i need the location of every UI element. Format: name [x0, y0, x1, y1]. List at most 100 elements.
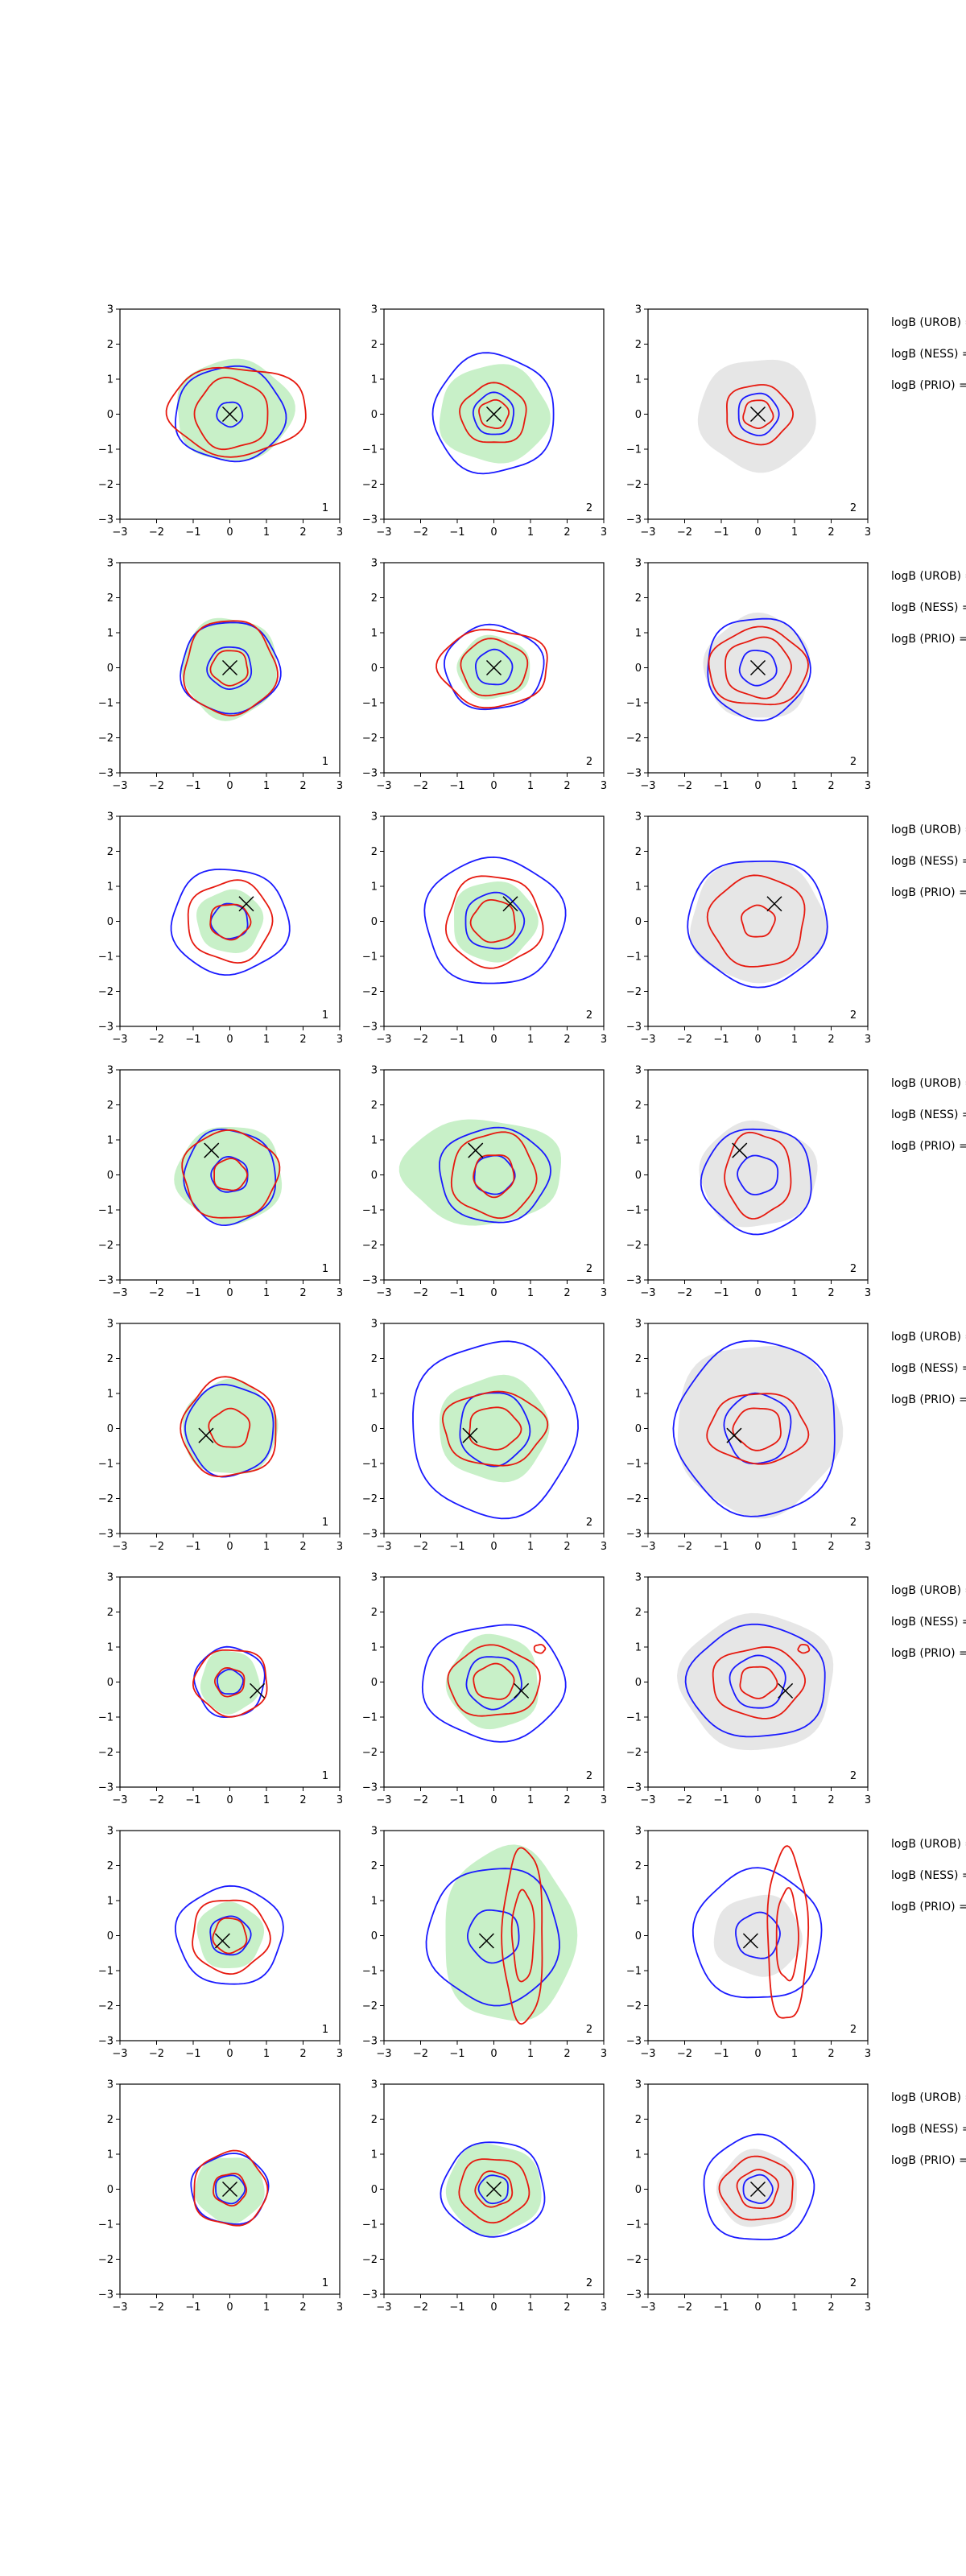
x-tick-label: 0: [490, 2048, 497, 2060]
panel-number: 2: [850, 2024, 857, 2036]
row-label-urob: logB (UROB) =: [891, 1331, 966, 1344]
red-contour: [712, 1646, 807, 1719]
panel-number: 1: [322, 756, 328, 768]
x-tick-label: −3: [376, 1287, 391, 1299]
y-tick-label: 3: [371, 811, 378, 824]
x-tick-label: 3: [601, 2048, 607, 2060]
x-tick-label: 1: [791, 2301, 798, 2314]
x-tick-label: −3: [112, 2301, 127, 2314]
panel-number: 2: [586, 2024, 592, 2036]
red-contour: [741, 904, 776, 938]
x-tick-label: 0: [226, 780, 233, 792]
y-tick-label: −1: [98, 2219, 114, 2231]
true-value-marker: [726, 1427, 742, 1443]
plot-area: [697, 359, 816, 473]
panel-number: 2: [850, 502, 857, 514]
x-tick-label: 3: [336, 2301, 343, 2314]
y-tick-label: 1: [107, 374, 114, 386]
row-label-prio: logB (PRIO) =: [891, 633, 966, 646]
blue-contour: [703, 2133, 815, 2240]
density-fill: [200, 1650, 260, 1715]
x-tick-label: −1: [713, 1034, 729, 1046]
x-tick-label: −2: [677, 780, 692, 792]
density-fill: [454, 881, 539, 963]
red-contour: [459, 382, 527, 444]
y-tick-label: 3: [371, 1319, 378, 1331]
x-tick-label: 0: [226, 2301, 233, 2314]
y-tick-label: 0: [107, 1930, 114, 1942]
x-tick-label: 1: [263, 526, 270, 539]
y-tick-label: 2: [371, 2114, 378, 2126]
x-tick-label: 3: [865, 526, 871, 539]
true-value-marker: [778, 1682, 794, 1699]
blue-contour: [737, 392, 780, 437]
true-value-marker: [749, 659, 766, 676]
x-tick-label: 3: [601, 1794, 607, 1806]
x-tick-label: −2: [677, 1541, 692, 1553]
x-tick-label: −2: [677, 1034, 692, 1046]
y-tick-label: 3: [107, 304, 114, 316]
y-tick-label: −3: [98, 768, 114, 780]
y-tick-label: 1: [371, 628, 378, 640]
y-tick-label: −2: [626, 479, 642, 491]
x-tick-label: 3: [336, 780, 343, 792]
plot-area: [423, 856, 567, 985]
row-label-urob: logB (UROB) =: [891, 570, 966, 583]
y-tick-label: 2: [107, 1100, 114, 1112]
y-tick-label: 2: [371, 846, 378, 858]
density-fill: [182, 1378, 279, 1474]
plot-area: [436, 623, 548, 711]
x-tick-label: 1: [527, 2048, 534, 2060]
y-tick-label: 3: [635, 1826, 642, 1838]
x-tick-label: 1: [527, 1287, 534, 1299]
panel-number: 2: [586, 1517, 592, 1529]
true-value-marker: [749, 2181, 766, 2198]
y-tick-label: −3: [626, 1275, 642, 1287]
x-tick-label: 2: [299, 1541, 306, 1553]
x-tick-label: 2: [299, 2301, 306, 2314]
red-contour: [213, 2173, 248, 2207]
panel-number: 1: [322, 1263, 328, 1275]
red-contour: [501, 1847, 543, 2025]
y-tick-label: −2: [98, 1493, 114, 1505]
x-tick-label: 0: [226, 1034, 233, 1046]
plot-area: [398, 1119, 561, 1226]
x-tick-label: −2: [413, 526, 428, 539]
panel-number: 2: [850, 1263, 857, 1275]
red-contour: [458, 2158, 530, 2224]
y-tick-label: 1: [107, 881, 114, 894]
y-tick-label: 3: [107, 558, 114, 570]
x-tick-label: 3: [865, 1794, 871, 1806]
y-tick-label: −3: [626, 1782, 642, 1794]
y-tick-label: 1: [371, 2149, 378, 2161]
y-tick-label: 0: [635, 1930, 642, 1942]
y-tick-label: −1: [98, 1966, 114, 1978]
blue-contour: [170, 868, 291, 976]
plot-area: [170, 868, 291, 976]
x-tick-label: −1: [185, 1541, 200, 1553]
row-label-ness: logB (NESS) =: [891, 348, 966, 361]
y-tick-label: 3: [107, 2079, 114, 2091]
y-tick-label: 0: [635, 916, 642, 928]
y-tick-label: −1: [626, 1205, 642, 1217]
y-tick-label: −1: [362, 952, 378, 964]
y-tick-label: 0: [635, 2184, 642, 2196]
x-tick-label: 1: [791, 2048, 798, 2060]
x-tick-label: −1: [449, 1541, 464, 1553]
x-tick-label: 3: [336, 526, 343, 539]
true-value-marker: [766, 896, 782, 912]
x-tick-label: −1: [449, 1287, 464, 1299]
y-tick-label: −2: [98, 2254, 114, 2266]
x-tick-label: −2: [149, 1794, 164, 1806]
x-tick-label: −3: [640, 1541, 655, 1553]
y-tick-label: −2: [626, 986, 642, 998]
x-tick-label: −1: [713, 1541, 729, 1553]
x-tick-label: −2: [677, 2301, 692, 2314]
row-label-ness: logB (NESS) =: [891, 601, 966, 614]
blue-contour: [217, 1668, 244, 1695]
